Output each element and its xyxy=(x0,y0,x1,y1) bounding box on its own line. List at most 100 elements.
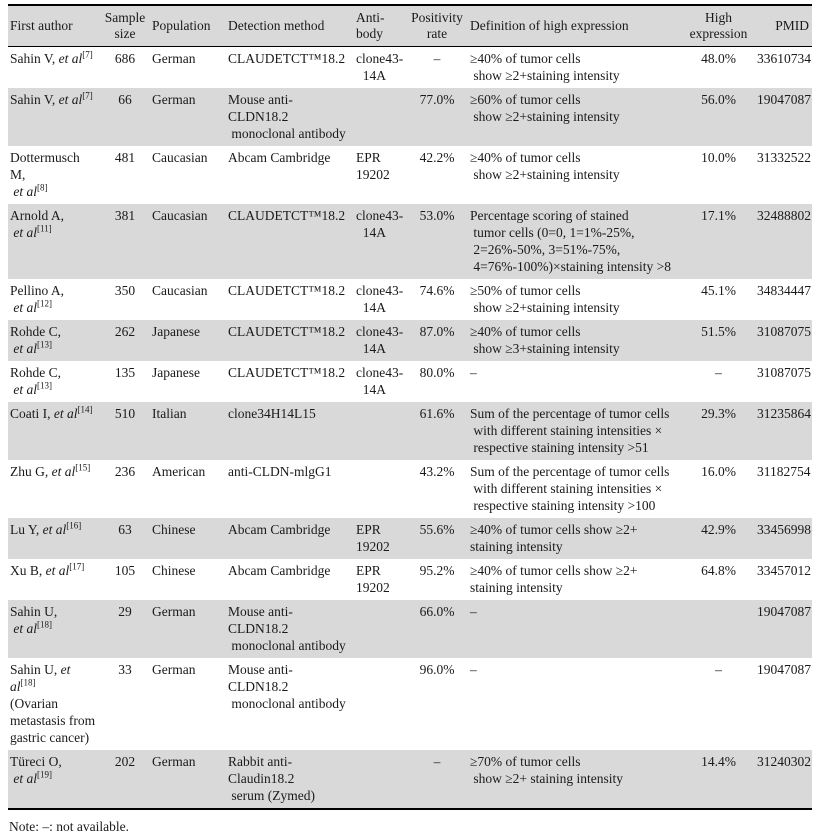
author-ref: [18] xyxy=(20,677,36,688)
cell-definition: ≥40% of tumor cells show ≥2+ staining in… xyxy=(470,563,638,595)
col-header-author: First author xyxy=(8,5,100,47)
cell-antibody: EPR 19202 xyxy=(356,563,390,595)
author-etal: et al xyxy=(10,662,74,694)
table-row: Arnold A, et al[11] 381 Caucasian CLAUDETCT… xyxy=(8,204,812,279)
cell-antibody: EPR 19202 xyxy=(356,522,390,554)
author-name: Sahin V, xyxy=(10,92,59,107)
author-etal: et al xyxy=(10,225,37,240)
cell-pmid: 32488802 xyxy=(757,208,811,223)
author-ref: [15] xyxy=(75,462,91,473)
cell-author: Sahin U, et al[18] (Ovarian metastasis fro… xyxy=(8,658,100,750)
author-name: Coati I, xyxy=(10,406,54,421)
cell-pmid: 33457012 xyxy=(757,563,811,578)
table-row: Sahin V, et al[7] 686 German CLAUDETCT™18.2… xyxy=(8,47,812,89)
col-header-detection_method: Detection method xyxy=(226,5,354,47)
cell-positivity-rate: 42.2% xyxy=(419,150,455,165)
cell-antibody xyxy=(354,600,406,658)
col-header-pmid: PMID xyxy=(755,5,812,47)
author-name: Türeci O, xyxy=(10,754,62,769)
author-name: Rohde C, xyxy=(10,365,62,380)
author-ref: [7] xyxy=(82,90,93,101)
cell-sample-size: 63 xyxy=(118,522,132,537)
cell-antibody: clone43- 14A xyxy=(356,365,404,397)
cell-sample-size: 33 xyxy=(118,662,132,677)
cell-pmid: 19047087 xyxy=(757,92,811,107)
cell-pmid: 19047087 xyxy=(757,604,811,619)
cell-high-expression: 45.1% xyxy=(701,283,736,298)
table-row: Coati I, et al[14] 510 Italian clone34H14L1… xyxy=(8,402,812,460)
cell-positivity-rate: 74.6% xyxy=(419,283,455,298)
expression-studies-table: First author Sample size Population Detecti… xyxy=(8,4,812,810)
author-name: Xu B, xyxy=(10,563,46,578)
cell-population: Italian xyxy=(152,406,187,421)
cell-antibody: clone43- 14A xyxy=(356,208,404,240)
cell-positivity-rate: – xyxy=(433,754,441,769)
cell-population: German xyxy=(152,754,196,769)
cell-sample-size: 510 xyxy=(114,406,136,421)
cell-pmid: 31182754 xyxy=(757,464,811,479)
cell-positivity-rate: 95.2% xyxy=(419,563,455,578)
cell-detection-method: Abcam Cambridge xyxy=(228,563,331,578)
cell-pmid: 33456998 xyxy=(757,522,811,537)
cell-antibody xyxy=(354,402,406,460)
cell-detection-method: CLAUDETCT™18.2 xyxy=(228,324,346,339)
author-etal: et al xyxy=(10,771,37,786)
cell-positivity-rate: – xyxy=(433,51,441,66)
cell-high-expression: 56.0% xyxy=(701,92,736,107)
cell-population: American xyxy=(152,464,206,479)
cell-population: Japanese xyxy=(152,365,200,380)
col-header-population: Population xyxy=(150,5,226,47)
cell-detection-method: CLAUDETCT™18.2 xyxy=(228,208,346,223)
cell-antibody xyxy=(354,88,406,146)
cell-detection-method: CLAUDETCT™18.2 xyxy=(228,365,346,380)
table-row: Sahin V, et al[7] 66 German Mouse anti-CLDN… xyxy=(8,88,812,146)
cell-definition: ≥60% of tumor cells show ≥2+staining int… xyxy=(470,92,620,124)
col-header-antibody: Anti- body xyxy=(354,5,406,47)
cell-antibody: clone43- 14A xyxy=(356,51,404,83)
cell-sample-size: 481 xyxy=(114,150,136,165)
cell-sample-size: 236 xyxy=(114,464,136,479)
cell-population: German xyxy=(152,92,196,107)
author-name: Dottermusch M, xyxy=(10,150,84,182)
cell-sample-size: 66 xyxy=(118,92,132,107)
author-name: gastric cancer) xyxy=(10,730,90,745)
cell-author: Coati I, et al[14] xyxy=(8,402,100,460)
table-row: Zhu G, et al[15] 236 American anti-CLDN-mlg… xyxy=(8,460,812,518)
cell-positivity-rate: 77.0% xyxy=(419,92,455,107)
cell-high-expression: 10.0% xyxy=(701,150,736,165)
cell-high-expression: 48.0% xyxy=(701,51,736,66)
table-row: Sahin U, et al[18] (Ovarian metastasis fro… xyxy=(8,658,812,750)
col-header-definition: Definition of high expression xyxy=(468,5,682,47)
cell-pmid: 31087075 xyxy=(757,365,811,380)
cell-sample-size: 686 xyxy=(114,51,136,66)
author-ref: [13] xyxy=(37,380,52,391)
author-name: Pellino A, xyxy=(10,283,65,298)
author-etal: et al xyxy=(10,382,37,397)
cell-sample-size: 381 xyxy=(114,208,136,223)
cell-pmid: 34834447 xyxy=(757,283,811,298)
cell-positivity-rate: 87.0% xyxy=(419,324,455,339)
author-ref: [7] xyxy=(82,49,93,60)
cell-high-expression: – xyxy=(715,662,722,677)
cell-detection-method: CLAUDETCT™18.2 xyxy=(228,283,346,298)
cell-definition: ≥50% of tumor cells show ≥2+staining int… xyxy=(470,283,620,315)
author-ref: [8] xyxy=(37,182,48,193)
cell-author: Türeci O, et al[19] xyxy=(8,750,100,809)
cell-detection-method: clone34H14L15 xyxy=(228,406,316,421)
author-name: (Ovarian xyxy=(10,696,58,711)
cell-sample-size: 105 xyxy=(114,563,136,578)
author-ref: [12] xyxy=(37,298,52,309)
cell-definition: – xyxy=(470,604,477,619)
table-row: Xu B, et al[17] 105 Chinese Abcam Cambridge… xyxy=(8,559,812,600)
table-row: Rohde C, et al[13] 262 Japanese CLAUDETCT™1… xyxy=(8,320,812,361)
cell-detection-method: CLAUDETCT™18.2 xyxy=(228,51,346,66)
cell-author: Rohde C, et al[13] xyxy=(8,320,100,361)
col-header-positivity_rate: Positivity rate xyxy=(406,5,468,47)
cell-positivity-rate: 61.6% xyxy=(419,406,455,421)
table-row: Sahin U, et al[18] 29 German Mouse anti-CLD… xyxy=(8,600,812,658)
cell-positivity-rate: 66.0% xyxy=(419,604,455,619)
cell-antibody: clone43- 14A xyxy=(356,324,404,356)
cell-detection-method: Mouse anti-CLDN18.2 monoclonal antibody xyxy=(228,662,346,711)
cell-author: Sahin U, et al[18] xyxy=(8,600,100,658)
